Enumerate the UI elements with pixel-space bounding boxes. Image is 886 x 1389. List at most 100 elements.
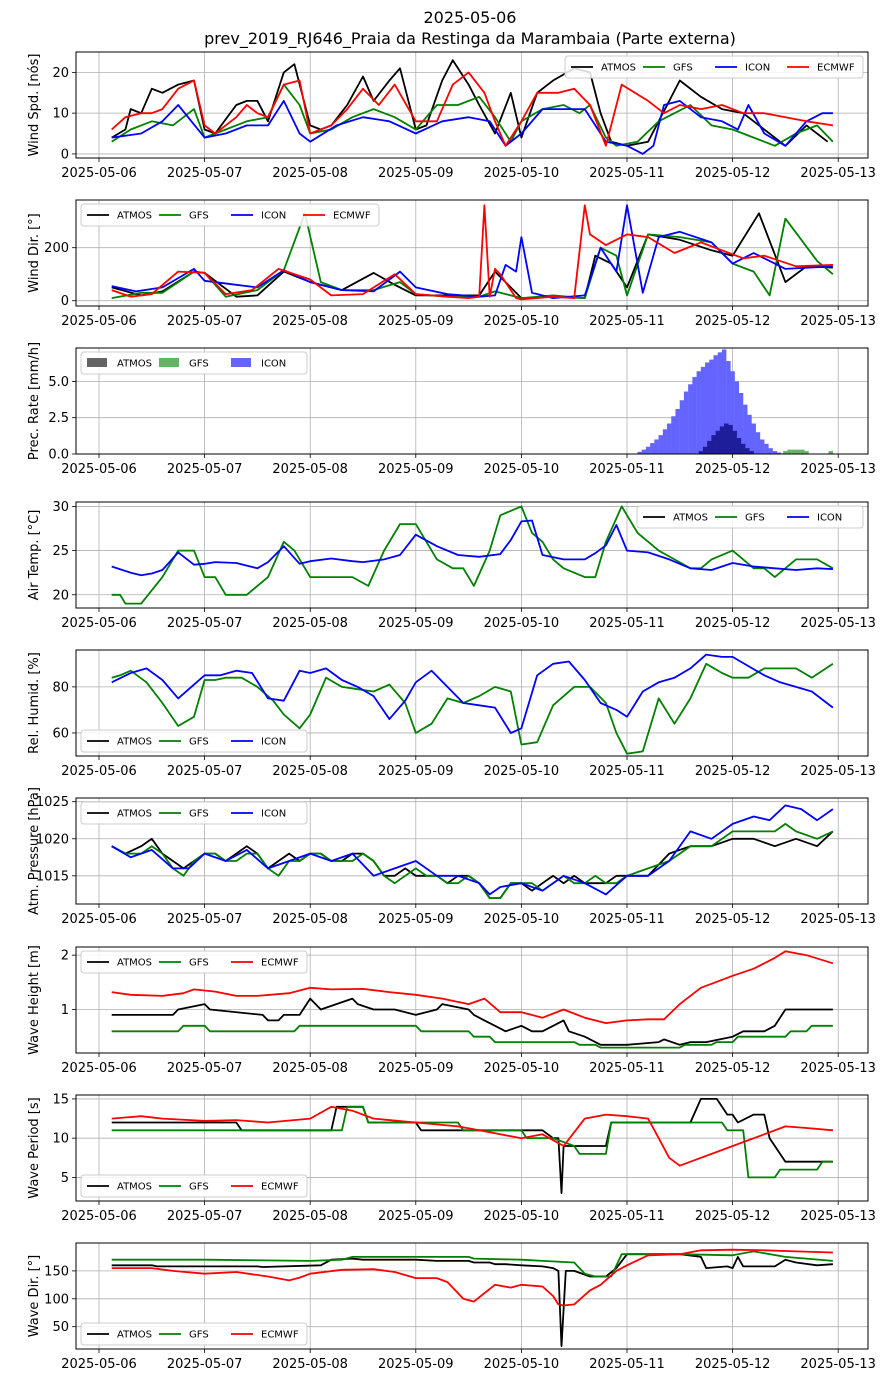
y-axis-label: Rel. Humid. [%] — [27, 652, 42, 754]
plot-area — [111, 59, 834, 155]
axes-frame — [75, 946, 869, 1054]
bar-gfs — [804, 451, 809, 454]
x-tick-label: 2025-05-12 — [695, 912, 771, 927]
bar-icon — [726, 361, 731, 454]
bar-icon-dark — [707, 440, 712, 454]
x-tick-label: 2025-05-13 — [800, 166, 876, 181]
bar-icon — [662, 429, 668, 454]
axes-frame — [75, 797, 869, 905]
legend-label: ATMOS — [117, 211, 152, 222]
x-tick-label: 2025-05-13 — [800, 462, 876, 477]
x-tick-label: 2025-05-07 — [167, 462, 243, 477]
x-tick-label: 2025-05-12 — [695, 764, 771, 779]
x-tick-label: 2025-05-12 — [695, 616, 771, 631]
legend-label: ATMOS — [117, 737, 152, 748]
bar-icon-dark — [736, 438, 742, 454]
plot-area — [637, 349, 834, 454]
panel-2: 2025-05-06 2025-05-07 2025-05-08 2025-05-09… — [27, 199, 876, 329]
legend-label: ATMOS — [117, 809, 152, 820]
x-tick-label: 2025-05-11 — [589, 764, 665, 779]
bar-icon — [713, 355, 718, 454]
x-tick-label: 2025-05-12 — [695, 1061, 771, 1076]
bar-gfs — [787, 449, 792, 454]
legend-label: GFS — [189, 1182, 209, 1193]
bar-icon — [641, 449, 647, 454]
y-tick-label: 0 — [61, 147, 69, 162]
legend-label: GFS — [189, 809, 209, 820]
legend-label: ATMOS — [117, 1182, 152, 1193]
x-tick-label: 2025-05-07 — [167, 912, 243, 927]
x-tick-label: 2025-05-09 — [378, 912, 454, 927]
legend-label: ICON — [817, 513, 842, 524]
x-tick-label: 2025-05-11 — [589, 912, 665, 927]
x-tick-label: 2025-05-08 — [272, 462, 348, 477]
panel-6: 2025-05-06 2025-05-07 2025-05-08 2025-05-09… — [27, 787, 876, 927]
x-tick-label: 2025-05-10 — [484, 764, 560, 779]
legend-label: GFS — [745, 513, 765, 524]
series-line-icon — [111, 100, 833, 155]
bar-icon-dark — [732, 430, 737, 454]
y-tick-label: 25 — [52, 544, 69, 559]
plot-area — [111, 505, 834, 605]
legend: ATMOS GFS ICON — [80, 729, 308, 753]
legend-box — [80, 801, 308, 825]
legend: ATMOS GFS ICON ECMWF — [564, 55, 864, 79]
x-tick-label: 2025-05-09 — [378, 1357, 454, 1372]
bar-icon — [738, 393, 744, 454]
y-axis-label: Wind Spd. [nós] — [27, 54, 42, 157]
bar-icon — [743, 404, 748, 454]
x-tick-label: 2025-05-06 — [61, 314, 137, 329]
bar-icon — [637, 451, 642, 454]
x-tick-label: 2025-05-10 — [484, 166, 560, 181]
series-line-icon — [111, 804, 834, 896]
bar-icon-dark — [715, 430, 721, 454]
panel-5: 2025-05-06 2025-05-07 2025-05-08 2025-05-09… — [27, 649, 876, 779]
y-tick-label: 5.0 — [48, 375, 69, 390]
legend-box — [80, 729, 308, 753]
x-tick-label: 2025-05-09 — [378, 462, 454, 477]
axes-frame — [75, 199, 869, 307]
plot-area — [111, 653, 834, 755]
y-tick-label: 15 — [52, 1092, 69, 1107]
y-axis-label: Atm. Pressure [hPa] — [27, 787, 42, 915]
x-tick-label: 2025-05-09 — [378, 166, 454, 181]
axes-frame — [75, 649, 869, 757]
y-axis-label: Prec. Rate [mm/h] — [27, 342, 42, 460]
bar-icon — [734, 381, 740, 454]
x-tick-label: 2025-05-11 — [589, 616, 665, 631]
plot-area — [111, 804, 834, 899]
legend: ATMOS GFS ECMWF — [80, 1174, 308, 1198]
x-tick-label: 2025-05-13 — [800, 912, 876, 927]
x-tick-label: 2025-05-13 — [800, 1061, 876, 1076]
x-tick-label: 2025-05-08 — [272, 314, 348, 329]
legend-box — [80, 203, 380, 227]
legend-label: ATMOS — [117, 359, 152, 370]
legend-box — [80, 950, 308, 974]
panels: 2025-05-06 2025-05-07 2025-05-08 2025-05-09… — [27, 51, 876, 1372]
legend: ATMOS GFS ICON — [636, 505, 864, 529]
bar-icon — [721, 349, 727, 454]
series-line-ecmwf — [111, 1105, 833, 1167]
legend: ATMOS GFS ECMWF — [80, 1322, 308, 1346]
legend-label: ATMOS — [117, 958, 152, 969]
panel-9: 2025-05-06 2025-05-07 2025-05-08 2025-05-09… — [27, 1242, 876, 1372]
x-tick-label: 2025-05-13 — [800, 1209, 876, 1224]
x-tick-label: 2025-05-10 — [484, 1357, 560, 1372]
y-tick-label: 150 — [44, 1264, 69, 1279]
y-tick-label: 1025 — [36, 795, 69, 810]
plot-area — [111, 1098, 833, 1194]
x-tick-label: 2025-05-06 — [61, 1061, 137, 1076]
bar-icon-dark — [740, 443, 746, 454]
bar-icon — [759, 439, 765, 454]
legend-box — [80, 1322, 308, 1346]
legend-label: GFS — [189, 958, 209, 969]
x-tick-label: 2025-05-10 — [484, 912, 560, 927]
x-tick-label: 2025-05-13 — [800, 314, 876, 329]
y-tick-label: 1015 — [36, 869, 69, 884]
x-tick-label: 2025-05-08 — [272, 616, 348, 631]
x-tick-label: 2025-05-11 — [589, 314, 665, 329]
y-tick-label: 20 — [52, 588, 69, 603]
bar-icon — [667, 423, 672, 454]
bar-icon-dark — [698, 451, 704, 454]
